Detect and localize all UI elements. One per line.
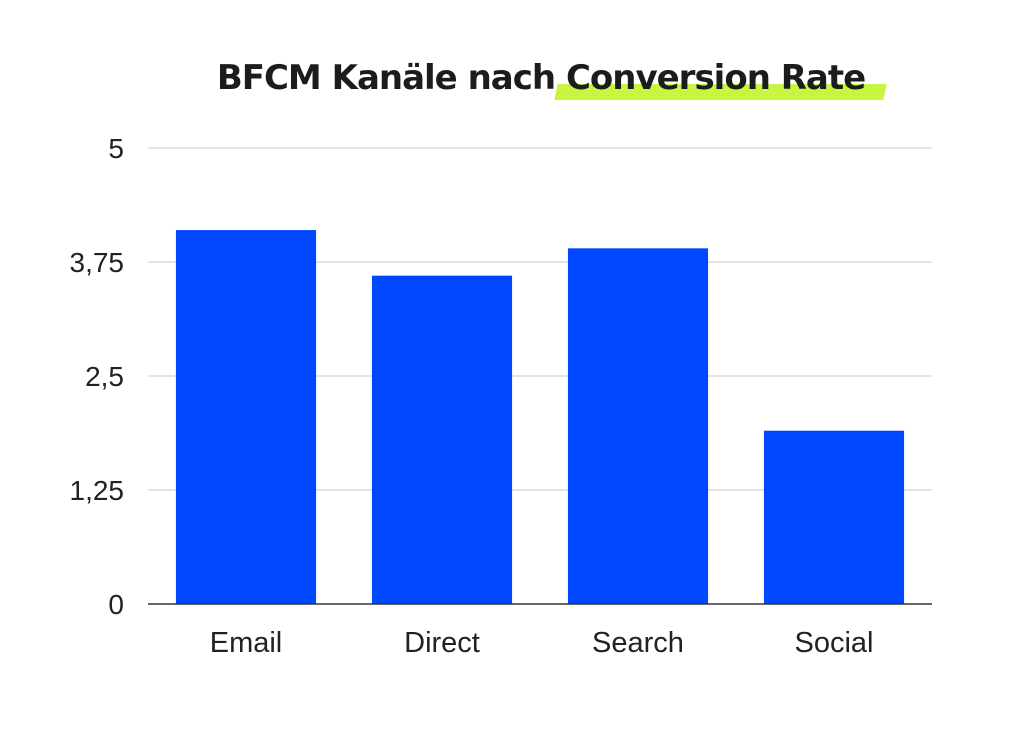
chart-title-highlight: Conversion Rate [565, 58, 866, 98]
bar-email [175, 230, 317, 604]
y-tick-label: 1,25 [70, 475, 125, 506]
chart-title: BFCM Kanäle nach Conversion Rate [0, 58, 1020, 98]
chart-title-plain: BFCM Kanäle nach [216, 58, 566, 98]
bars [175, 230, 905, 604]
bar-search [567, 248, 709, 604]
x-axis-ticks: Email Direct Search Social [210, 627, 874, 659]
y-tick-label: 3,75 [70, 247, 125, 278]
bar-social [763, 430, 905, 604]
x-tick-label: Direct [404, 627, 480, 659]
bar-direct [371, 275, 513, 604]
y-tick-label: 5 [108, 133, 124, 164]
x-tick-label: Email [210, 627, 283, 659]
x-tick-label: Social [795, 627, 874, 659]
y-tick-label: 2,5 [85, 361, 124, 392]
y-axis-ticks: 0 1,25 2,5 3,75 5 [70, 133, 125, 620]
x-tick-label: Search [592, 627, 684, 659]
y-tick-label: 0 [108, 589, 124, 620]
